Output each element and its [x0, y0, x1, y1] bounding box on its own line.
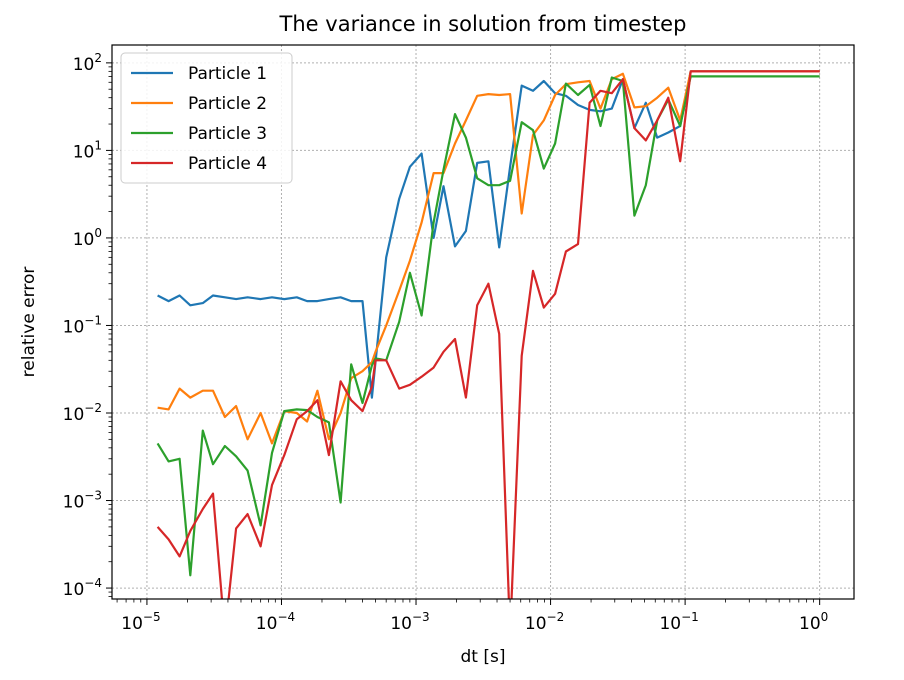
y-tick-label: 102 — [73, 51, 102, 75]
legend-box — [120, 52, 293, 184]
legend-label: Particle 2 — [188, 94, 267, 114]
x-tick-exponent: −5 — [143, 610, 161, 624]
y-tick-label: 10−1 — [63, 313, 102, 337]
x-tick-base: 10 — [525, 614, 547, 634]
y-tick-base: 10 — [63, 580, 85, 600]
y-tick-base: 10 — [73, 230, 95, 250]
series-line-particle-4 — [156, 70, 820, 599]
y-tick-exponent: 1 — [94, 138, 102, 152]
x-tick-base: 10 — [659, 614, 681, 634]
legend-label: Particle 3 — [188, 124, 267, 144]
legend-label: Particle 1 — [188, 64, 267, 84]
y-tick-base: 10 — [63, 405, 85, 425]
x-tick-exponent: −1 — [681, 610, 699, 624]
y-tick-exponent: −2 — [84, 401, 102, 415]
series-line-particle-3 — [156, 75, 820, 577]
x-tick-label: 10−1 — [659, 610, 698, 634]
x-axis-label: dt [s] — [461, 647, 506, 667]
y-tick-base: 10 — [73, 142, 95, 162]
y-tick-exponent: −4 — [84, 576, 102, 590]
y-tick-exponent: −3 — [84, 489, 102, 503]
chart-title: The variance in solution from timestep — [279, 12, 687, 36]
y-tick-exponent: 2 — [94, 51, 102, 65]
y-tick-base: 10 — [73, 55, 95, 75]
y-tick-label: 10−3 — [63, 489, 102, 513]
y-tick-label: 101 — [73, 138, 102, 162]
x-tick-label: 10−3 — [390, 610, 429, 634]
x-tick-exponent: −2 — [547, 610, 565, 624]
x-tick-label: 10−5 — [121, 610, 160, 634]
y-tick-exponent: 0 — [94, 226, 102, 240]
x-tick-exponent: −4 — [277, 610, 295, 624]
y-tick-exponent: −1 — [84, 313, 102, 327]
ticks: 10−5 10−4 10−3 10−2 10−1 10010−410−310−210−11… — [63, 51, 829, 634]
x-tick-label: 10−2 — [525, 610, 564, 634]
y-tick-label: 10−2 — [63, 401, 102, 425]
legend: Particle 1 Particle 2 Particle 3 Particle 4 — [120, 52, 293, 184]
y-tick-base: 10 — [63, 493, 85, 513]
x-tick-base: 10 — [256, 614, 278, 634]
series-layer — [156, 70, 820, 599]
y-tick-base: 10 — [63, 317, 85, 337]
x-tick-exponent: −3 — [412, 610, 430, 624]
plot-frame — [111, 44, 855, 600]
y-tick-label: 10−4 — [63, 576, 102, 600]
y-axis-label: relative error — [19, 267, 39, 378]
x-tick-label: 10−4 — [256, 610, 295, 634]
x-tick-base: 10 — [799, 614, 821, 634]
x-tick-label: 100 — [799, 610, 828, 634]
x-tick-base: 10 — [121, 614, 143, 634]
x-tick-exponent: 0 — [821, 610, 829, 624]
x-tick-base: 10 — [390, 614, 412, 634]
y-tick-label: 100 — [73, 226, 102, 250]
legend-label: Particle 4 — [188, 154, 267, 174]
